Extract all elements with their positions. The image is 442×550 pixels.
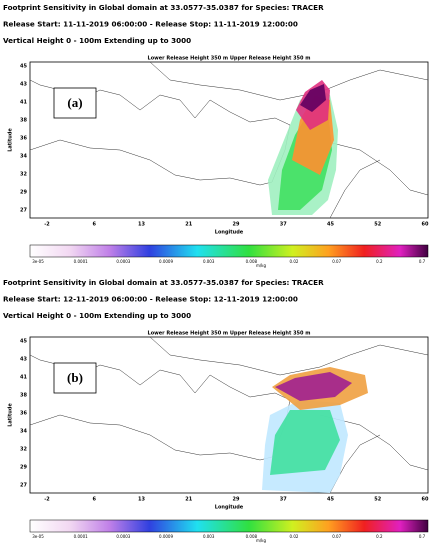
x-tick-label: 29 <box>233 497 240 503</box>
coastline <box>29 61 429 219</box>
colorbar-label: 0.003 <box>203 259 215 264</box>
coastline <box>29 336 429 494</box>
header-line: Release Start: 12-11-2019 06:00:00 - Rel… <box>3 295 298 304</box>
map-frame <box>29 61 429 219</box>
header-line: Release Start: 11-11-2019 06:00:00 - Rel… <box>3 20 298 29</box>
colorbar-label: 0.07 <box>332 259 341 264</box>
x-tick-label: 45 <box>327 222 334 228</box>
y-tick-label: 38 <box>20 118 27 124</box>
panel: Footprint Sensitivity in Global domain a… <box>3 278 429 543</box>
x-tick-label: 21 <box>185 497 192 503</box>
colorbar-label: 0.0001 <box>74 534 88 539</box>
y-axis-label: Latitude <box>8 128 14 152</box>
colorbar <box>29 244 429 258</box>
header-line: Vertical Height 0 - 100m Extending up to… <box>3 311 191 320</box>
y-tick-label: 43 <box>20 82 27 88</box>
panel: Footprint Sensitivity in Global domain a… <box>3 3 429 268</box>
y-tick-label: 36 <box>20 136 27 142</box>
x-tick-label: 60 <box>422 222 429 228</box>
y-tick-label: 41 <box>20 375 27 381</box>
map-frame <box>29 336 429 494</box>
y-tick-label: 38 <box>20 393 27 399</box>
x-axis-label: Longitude <box>215 230 244 236</box>
plume <box>270 410 340 475</box>
panel-label: (b) <box>67 370 83 385</box>
y-tick-label: 45 <box>20 64 27 70</box>
colorbar-label: 0.003 <box>203 534 215 539</box>
colorbar-label: 0.0009 <box>159 259 173 264</box>
colorbar-label: 0.0001 <box>74 259 88 264</box>
x-tick-label: -2 <box>44 222 50 228</box>
x-tick-label: 6 <box>93 497 97 503</box>
y-tick-label: 43 <box>20 357 27 363</box>
y-tick-label: 32 <box>20 447 27 453</box>
y-tick-label: 34 <box>20 429 27 435</box>
colorbar-label: 0.7 <box>419 534 426 539</box>
colorbar-unit: m/kg <box>256 538 267 543</box>
x-tick-label: 37 <box>280 222 287 228</box>
colorbar-label: 0.07 <box>332 534 341 539</box>
y-tick-label: 41 <box>20 100 27 106</box>
y-tick-label: 27 <box>20 483 27 489</box>
x-tick-label: 6 <box>93 222 97 228</box>
colorbar-label: 0.0003 <box>116 259 130 264</box>
colorbar-label: 0.0009 <box>159 534 173 539</box>
header-line: Vertical Height 0 - 100m Extending up to… <box>3 36 191 45</box>
x-tick-label: 13 <box>138 497 145 503</box>
colorbar-label: 0.02 <box>290 259 299 264</box>
y-tick-label: 32 <box>20 172 27 178</box>
plume <box>300 84 326 112</box>
x-tick-label: 21 <box>185 222 192 228</box>
colorbar-unit: m/kg <box>256 263 267 268</box>
map-subtitle: Lower Release Height 350 m Upper Release… <box>148 56 311 62</box>
colorbar-label: 0.7 <box>419 259 426 264</box>
x-tick-label: 37 <box>280 497 287 503</box>
y-tick-label: 29 <box>20 190 27 196</box>
label-box <box>53 87 97 119</box>
x-tick-label: -2 <box>44 497 50 503</box>
y-tick-label: 45 <box>20 339 27 345</box>
label-box <box>53 362 97 394</box>
colorbar <box>29 519 429 533</box>
panel-label: (a) <box>67 95 82 110</box>
header-line: Footprint Sensitivity in Global domain a… <box>3 278 324 287</box>
x-tick-label: 45 <box>327 497 334 503</box>
plume <box>275 372 352 401</box>
colorbar-label: 3e-05 <box>32 534 44 539</box>
x-tick-label: 60 <box>422 497 429 503</box>
colorbar-label: 0.02 <box>290 534 299 539</box>
colorbar-label: 0.2 <box>376 259 383 264</box>
y-tick-label: 27 <box>20 208 27 214</box>
colorbar-label: 3e-05 <box>32 259 44 264</box>
colorbar-label: 0.0003 <box>116 534 130 539</box>
x-axis-label: Longitude <box>215 505 244 511</box>
map-subtitle: Lower Release Height 350 m Upper Release… <box>148 331 311 337</box>
y-tick-label: 29 <box>20 465 27 471</box>
colorbar-label: 0.2 <box>376 534 383 539</box>
x-tick-label: 13 <box>138 222 145 228</box>
x-tick-label: 52 <box>374 497 381 503</box>
x-tick-label: 52 <box>374 222 381 228</box>
y-axis-label: Latitude <box>8 403 14 427</box>
y-tick-label: 34 <box>20 154 27 160</box>
x-tick-label: 29 <box>233 222 240 228</box>
header-line: Footprint Sensitivity in Global domain a… <box>3 3 324 12</box>
colorbar-label: 0.008 <box>246 259 258 264</box>
colorbar-label: 0.008 <box>246 534 258 539</box>
y-tick-label: 36 <box>20 411 27 417</box>
